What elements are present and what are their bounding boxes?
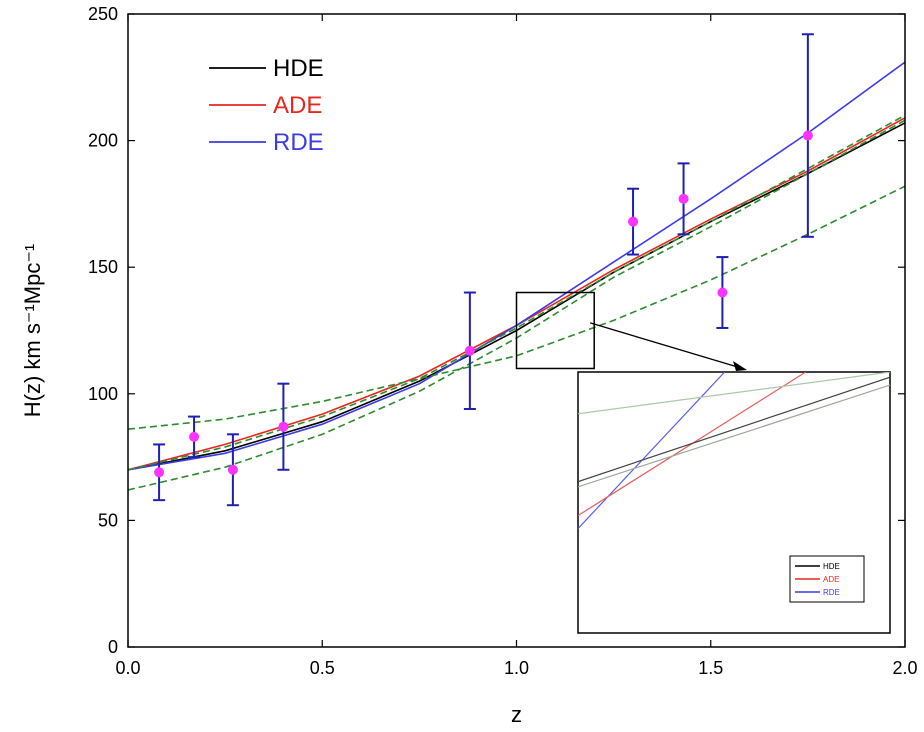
data-marker bbox=[278, 421, 289, 432]
zoom-arrow-line bbox=[590, 322, 742, 369]
data-point bbox=[277, 382, 290, 471]
inset-legend-label-ade: ADE bbox=[823, 575, 839, 584]
data-marker bbox=[154, 467, 165, 478]
inset-lines bbox=[578, 372, 890, 530]
data-point bbox=[677, 162, 690, 236]
data-marker bbox=[678, 193, 689, 204]
data-marker bbox=[464, 345, 475, 356]
inset-legend-label-rde: RDE bbox=[823, 588, 840, 597]
zoom-region-box bbox=[515, 291, 595, 370]
inset-line bbox=[578, 372, 890, 415]
data-marker bbox=[802, 130, 813, 141]
data-point bbox=[188, 415, 201, 459]
legend-label-hde: HDE bbox=[273, 55, 324, 82]
y-tick-label: 200 bbox=[88, 131, 118, 151]
dashed-line-3 bbox=[128, 114, 905, 471]
y-tick-label: 150 bbox=[88, 257, 118, 277]
x-tick-label: 0.0 bbox=[115, 658, 140, 678]
data-point bbox=[226, 433, 239, 507]
inset-legend-label-hde: HDE bbox=[823, 562, 840, 571]
x-axis-title: z bbox=[511, 702, 522, 727]
legend-label-ade: ADE bbox=[273, 92, 322, 119]
x-tick-label: 1.5 bbox=[698, 658, 723, 678]
inset-line bbox=[578, 372, 726, 530]
inset-line bbox=[578, 384, 890, 488]
zoom-inset: HDE ADE RDE bbox=[515, 291, 891, 634]
data-marker bbox=[227, 464, 238, 475]
y-axis-title: H(z) km s⁻¹Mpc⁻¹ bbox=[20, 244, 45, 418]
x-tick-label: 1.0 bbox=[504, 658, 529, 678]
y-tick-label: 250 bbox=[88, 4, 118, 24]
data-marker bbox=[628, 216, 639, 227]
x-tick-label: 0.5 bbox=[310, 658, 335, 678]
dashed-line-4 bbox=[128, 185, 905, 430]
data-marker bbox=[717, 287, 728, 298]
data-point bbox=[463, 291, 476, 410]
data-point bbox=[627, 187, 640, 256]
data-marker bbox=[189, 431, 200, 442]
legend: HDE ADE RDE bbox=[209, 55, 324, 156]
data-point bbox=[801, 33, 814, 238]
data-point bbox=[716, 256, 729, 329]
data-point bbox=[153, 443, 166, 502]
inset-line bbox=[578, 376, 890, 483]
x-tick-label: 2.0 bbox=[892, 658, 917, 678]
y-tick-label: 0 bbox=[108, 637, 118, 657]
y-tick-label: 50 bbox=[98, 510, 118, 530]
legend-label-rde: RDE bbox=[273, 129, 324, 156]
y-tick-label: 100 bbox=[88, 384, 118, 404]
zoom-arrow-head bbox=[733, 361, 747, 371]
